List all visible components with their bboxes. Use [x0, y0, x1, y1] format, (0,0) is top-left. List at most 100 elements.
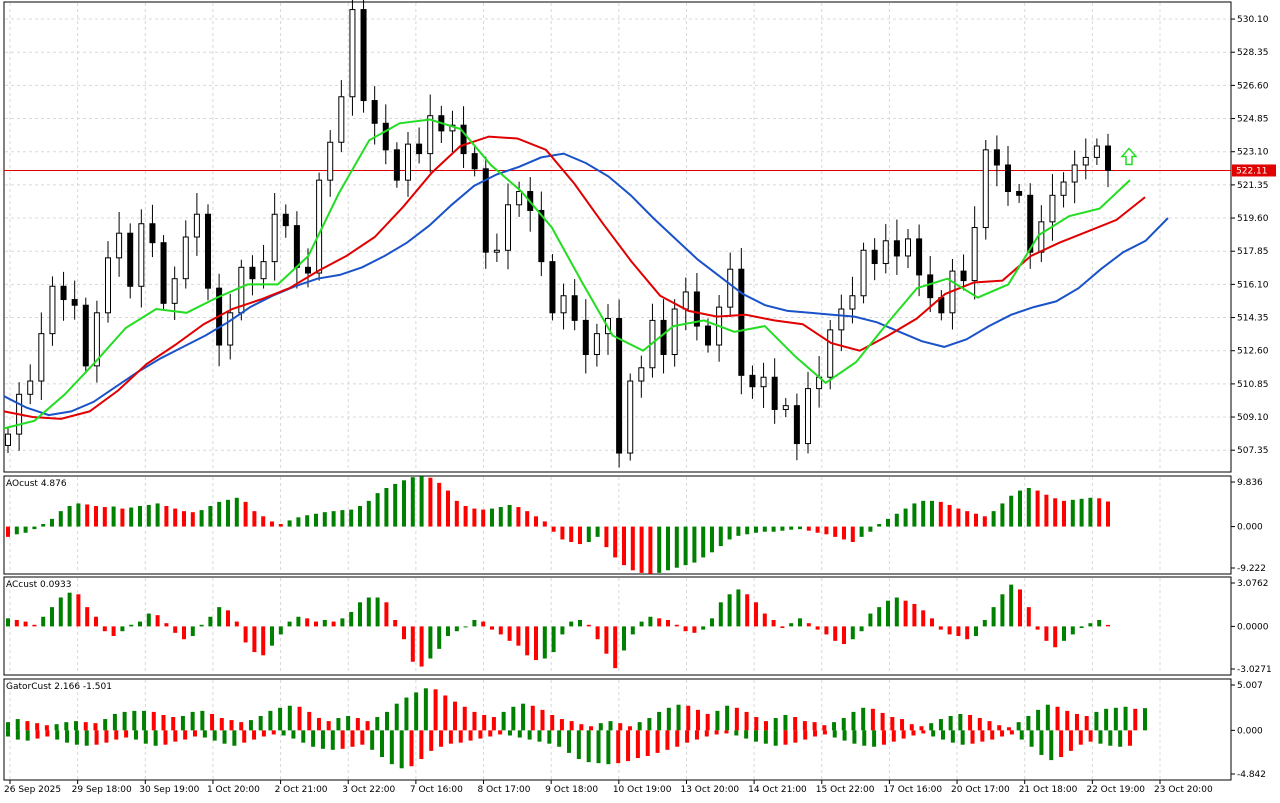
price-tick-label: 519.60: [1237, 214, 1269, 224]
gator-upper-bar: [734, 707, 739, 731]
ac-bar: [657, 618, 662, 627]
gator-upper-bar: [1104, 708, 1109, 731]
ac-bar: [393, 619, 398, 627]
candle: [271, 193, 278, 281]
ac-bar: [322, 619, 327, 627]
ao-bar: [481, 509, 486, 527]
gator-upper-bar: [482, 714, 487, 731]
gator-upper-bar: [812, 722, 817, 731]
gator-lower-bar: [301, 730, 306, 743]
bear-candle-body: [960, 270, 967, 282]
ac-bar: [798, 618, 802, 627]
bull-candle-body: [982, 149, 989, 229]
gator-upper-bar: [404, 697, 409, 731]
gator-lower-bar: [104, 730, 109, 743]
gator-axis-label: 0.000: [1237, 726, 1263, 736]
ac-bar: [569, 621, 574, 627]
bear-candle-body: [1016, 191, 1023, 196]
ac-bar: [648, 616, 653, 627]
ac-title: ACcust 0.0933: [6, 580, 72, 590]
ao-bar: [842, 526, 846, 540]
ac-bar: [859, 626, 864, 632]
ao-bar: [780, 526, 785, 531]
time-tick-label: 29 Sep 18:00: [72, 785, 132, 795]
ao-bar: [1106, 501, 1110, 527]
ac-bar: [1026, 607, 1031, 627]
ac-bar: [358, 602, 362, 627]
ac-bar: [481, 621, 486, 627]
gator-upper-bar: [715, 710, 720, 731]
ao-bar: [270, 521, 274, 527]
bull-candle-body: [627, 380, 634, 454]
ac-bar: [375, 597, 380, 627]
bull-candle-body: [1093, 145, 1100, 158]
gator-lower-bar: [754, 730, 758, 742]
ao-bar: [657, 526, 662, 573]
gator-lower-bar: [626, 730, 631, 762]
ao-bar: [586, 526, 591, 543]
gator-lower-bar: [222, 730, 227, 744]
gator-lower-bar: [45, 730, 50, 737]
ao-bar: [727, 526, 732, 540]
time-tick-label: 23 Oct 20:00: [1154, 785, 1213, 795]
candle: [960, 254, 967, 291]
ac-bar: [842, 626, 846, 645]
candle: [327, 130, 334, 197]
gator-upper-bar: [229, 720, 234, 731]
gator-upper-bar: [287, 705, 292, 731]
bear-candle-body: [571, 295, 578, 321]
ao-bar: [551, 526, 556, 532]
gator-lower-bar: [281, 730, 286, 736]
gator-upper-bar: [851, 711, 856, 731]
gator-lower-bar: [724, 730, 729, 734]
bear-candle-body: [1105, 145, 1111, 171]
ac-bar: [701, 626, 706, 630]
ao-bar: [349, 509, 354, 527]
gator-upper-bar: [83, 722, 88, 731]
bear-candle-body: [82, 304, 89, 367]
gator-upper-bar: [783, 714, 788, 731]
ao-bar: [1044, 494, 1049, 527]
gator-upper-bar: [744, 711, 749, 731]
gator-lower-bar: [1078, 730, 1083, 745]
time-tick-label: 8 Oct 17:00: [478, 785, 531, 795]
price-tick-label: 507.35: [1237, 446, 1269, 456]
gator-lower-bar: [793, 730, 798, 743]
ao-bar: [1053, 498, 1058, 527]
ac-bar: [1000, 594, 1005, 627]
gator-upper-bar: [802, 721, 807, 731]
ac-axis-label: 3.0762: [1237, 579, 1269, 589]
gator-upper-bar: [968, 714, 973, 731]
gator-lower-bar: [852, 730, 857, 744]
gator-axis-label: -4.842: [1237, 770, 1266, 780]
bull-candle-body: [138, 223, 145, 287]
ao-bar: [287, 520, 292, 527]
ao-bar: [472, 508, 477, 527]
gator-lower-bar: [950, 730, 955, 743]
ao-bar: [850, 526, 855, 543]
price-tick-label: 516.10: [1237, 280, 1269, 290]
gator-upper-bar: [394, 703, 399, 731]
candle: [360, 0, 367, 113]
gator-lower-bar: [1118, 730, 1123, 747]
gator-lower-bar: [478, 730, 483, 739]
current-price-label-bg: [1232, 164, 1276, 177]
gator-lower-bar: [153, 730, 158, 746]
candle: [138, 209, 145, 308]
time-tick-label: 2 Oct 21:00: [275, 785, 328, 795]
bull-candle-body: [182, 236, 189, 280]
candle: [349, 0, 356, 116]
gator-lower-bar: [990, 730, 995, 740]
bull-candle-body: [338, 96, 345, 143]
gator-lower-bar: [783, 730, 788, 745]
candle: [460, 106, 467, 169]
ac-bar: [534, 626, 538, 661]
gator-upper-bar: [103, 719, 108, 731]
gator-lower-bar: [1049, 730, 1054, 761]
bear-candle-body: [893, 240, 900, 257]
gator-lower-bar: [1000, 730, 1005, 737]
ac-bar: [622, 626, 626, 651]
ac-bar: [217, 607, 222, 627]
